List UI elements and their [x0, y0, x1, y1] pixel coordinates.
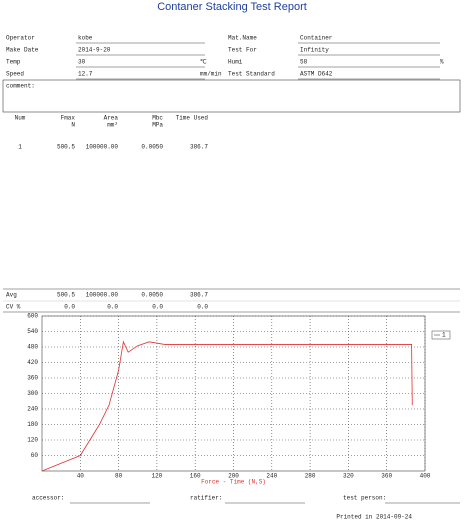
- field-value: 30: [78, 59, 86, 66]
- y-tick-label: 180: [27, 421, 38, 428]
- column-header: Time Used: [176, 115, 209, 122]
- field-value: 2014-9-20: [78, 47, 111, 54]
- y-tick-label: 300: [27, 390, 38, 397]
- x-tick-label: 360: [381, 473, 392, 480]
- field-unit: mm/min: [200, 71, 222, 78]
- table-cell: 1: [18, 144, 22, 151]
- column-unit: mm²: [107, 122, 118, 129]
- column-header: Mbc: [152, 115, 163, 122]
- data-line: [41, 340, 413, 472]
- signature-label: test person:: [343, 495, 386, 502]
- report-title: Contaner Stacking Test Report: [157, 1, 307, 13]
- comment-label: comment:: [6, 83, 35, 90]
- comment-box: [2, 79, 461, 113]
- signature-label: accessor:: [32, 495, 64, 502]
- table-cell: 500.5: [57, 144, 75, 151]
- table-cell: 386.7: [190, 144, 208, 151]
- column-unit: N: [71, 122, 75, 129]
- table-cell: CV %: [6, 304, 21, 311]
- x-tick-label: 320: [343, 473, 354, 480]
- field-label: Mat.Name: [228, 35, 257, 42]
- y-tick-label: 360: [27, 375, 38, 382]
- x-tick-label: 80: [115, 473, 123, 480]
- x-tick-label: 120: [151, 473, 162, 480]
- x-tick-label: 40: [77, 473, 85, 480]
- table-cell: 100000.00: [86, 292, 119, 299]
- column-header: Num: [15, 115, 26, 122]
- signature-label: ratifier:: [190, 495, 222, 502]
- table-cell: 0.0: [152, 304, 163, 311]
- printed-date: Printed in 2014-09-24: [336, 514, 412, 521]
- field-unit: ℃: [200, 59, 207, 66]
- field-label: Temp: [6, 59, 21, 66]
- y-tick-label: 600: [27, 313, 38, 320]
- field-value: kobe: [78, 35, 93, 42]
- field-label: Speed: [6, 71, 24, 78]
- field-value: Container: [300, 35, 333, 42]
- column-header: Area: [104, 115, 119, 122]
- field-label: Make Date: [6, 47, 39, 54]
- field-value: 12.7: [78, 71, 93, 78]
- y-tick-label: 540: [27, 328, 38, 335]
- table-cell: 0.0050: [141, 144, 163, 151]
- legend-label: 1: [442, 332, 446, 339]
- table-cell: 500.5: [57, 292, 75, 299]
- table-cell: 0.0: [197, 304, 208, 311]
- field-value: 58: [300, 59, 308, 66]
- column-unit: MPa: [152, 122, 163, 129]
- y-tick-label: 480: [27, 344, 38, 351]
- field-label: Test Standard: [228, 71, 275, 78]
- table-cell: Avg: [6, 292, 17, 299]
- y-tick-label: 60: [31, 452, 39, 459]
- x-tick-label: 160: [190, 473, 201, 480]
- field-value: ASTM D642: [300, 71, 333, 78]
- x-tick-label: 280: [305, 473, 316, 480]
- field-unit: %: [440, 59, 444, 66]
- field-label: Test For: [228, 47, 257, 54]
- x-axis-label: Force - Time (N,S): [201, 479, 266, 486]
- field-value: Infinity: [300, 47, 329, 54]
- table-cell: 0.0: [107, 304, 118, 311]
- table-cell: 100000.00: [86, 144, 119, 151]
- table-cell: 0.0050: [141, 292, 163, 299]
- x-tick-label: 200: [228, 473, 239, 480]
- x-tick-label: 240: [266, 473, 277, 480]
- column-header: Fmax: [61, 115, 76, 122]
- y-tick-label: 240: [27, 406, 38, 413]
- y-tick-label: 120: [27, 437, 38, 444]
- table-cell: 386.7: [190, 292, 208, 299]
- y-tick-label: 420: [27, 359, 38, 366]
- field-label: Humi: [228, 59, 243, 66]
- legend-box: [431, 330, 451, 340]
- table-cell: 0.0: [64, 304, 75, 311]
- x-tick-label: 400: [420, 473, 431, 480]
- field-label: Operator: [6, 35, 35, 42]
